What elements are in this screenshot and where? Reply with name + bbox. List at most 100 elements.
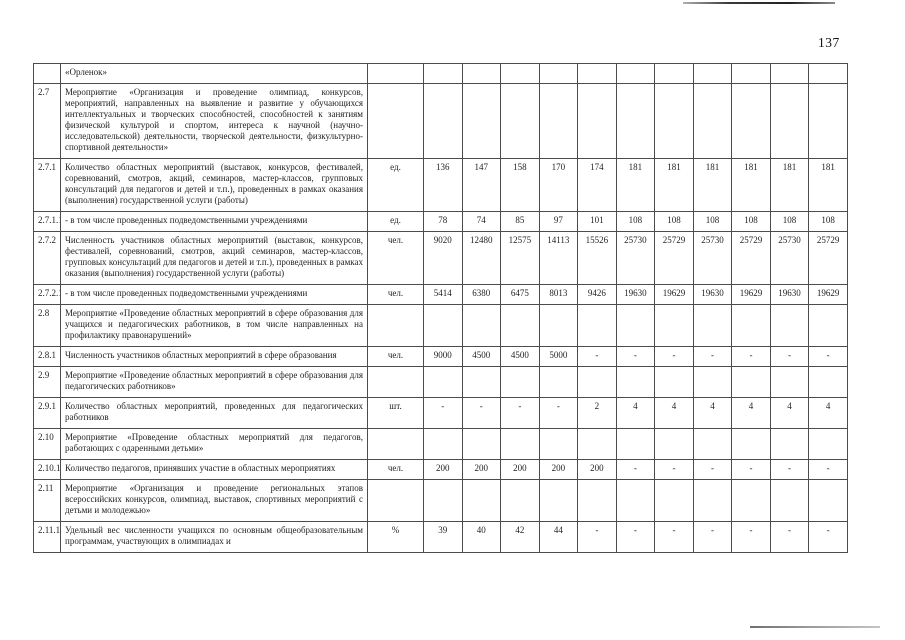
value-cell: 19630 (615, 284, 656, 305)
value-cell (423, 428, 463, 460)
value-cell (461, 83, 502, 159)
value-cell: - (615, 521, 656, 553)
value-cell (808, 479, 848, 522)
value-cell (577, 366, 617, 398)
table-row: «Орленок» (33, 63, 848, 84)
value-cell: - (692, 346, 733, 367)
value-cell: - (808, 459, 848, 480)
value-cell (615, 63, 656, 84)
description-cell: Мероприятие «Организация и проведение ре… (60, 479, 368, 522)
value-cell (461, 366, 502, 398)
table-row: 2.9 Мероприятие «Проведение областных мер… (33, 366, 848, 398)
row-number-cell: 2.7.2 (33, 231, 61, 285)
value-cell (461, 428, 502, 460)
value-cell (461, 304, 502, 347)
value-cell: - (769, 459, 810, 480)
value-cell: 15526 (577, 231, 617, 285)
row-number-cell: 2.9.1 (33, 397, 61, 429)
value-cell (731, 366, 771, 398)
value-cell: 181 (731, 158, 771, 212)
value-cell (500, 428, 540, 460)
value-cell (500, 479, 540, 522)
value-cell (423, 304, 463, 347)
value-cell (577, 304, 617, 347)
value-cell (808, 83, 848, 159)
value-cell (731, 304, 771, 347)
table-row: 2.7.1.1- в том числе проведенных подведо… (33, 211, 848, 232)
unit-cell: чел. (367, 459, 424, 480)
table-row: 2.8.1 Численность участников областных ме… (33, 346, 848, 367)
value-cell (538, 366, 579, 398)
value-cell: 6380 (461, 284, 502, 305)
description-cell: Мероприятие «Организация и проведение ол… (60, 83, 368, 159)
value-cell (692, 83, 733, 159)
row-number-cell: 2.7.1 (33, 158, 61, 212)
table-row: 2.9.1 Количество областных мероприятий, п… (33, 397, 848, 429)
value-cell (500, 366, 540, 398)
value-cell: 5414 (423, 284, 463, 305)
value-cell (654, 63, 694, 84)
page-number: 137 (818, 35, 840, 50)
value-cell (808, 428, 848, 460)
value-cell (769, 63, 810, 84)
value-cell: 25729 (808, 231, 848, 285)
value-cell (654, 479, 694, 522)
value-cell (461, 479, 502, 522)
value-cell: 108 (769, 211, 810, 232)
value-cell (500, 304, 540, 347)
description-cell: Мероприятие «Проведение областных меропр… (60, 366, 368, 398)
description-cell: Численность участников областных меропри… (60, 231, 368, 285)
value-cell: 147 (461, 158, 502, 212)
value-cell (731, 83, 771, 159)
value-cell: 136 (423, 158, 463, 212)
description-cell: Мероприятие «Проведение областных меропр… (60, 304, 368, 347)
value-cell: - (769, 521, 810, 553)
value-cell (769, 428, 810, 460)
value-cell: - (615, 346, 656, 367)
value-cell (615, 366, 656, 398)
value-cell: 200 (500, 459, 540, 480)
value-cell: - (615, 459, 656, 480)
value-cell: 108 (808, 211, 848, 232)
value-cell: 14113 (538, 231, 579, 285)
value-cell: 19630 (692, 284, 733, 305)
value-cell (654, 366, 694, 398)
value-cell: - (692, 459, 733, 480)
row-number-cell: 2.7.2.1 (33, 284, 61, 305)
value-cell: - (808, 521, 848, 553)
value-cell (692, 479, 733, 522)
value-cell: 6475 (500, 284, 540, 305)
value-cell (577, 83, 617, 159)
row-number-cell: 2.11.1 (33, 521, 61, 553)
value-cell (615, 428, 656, 460)
value-cell: - (731, 521, 771, 553)
value-cell: - (577, 521, 617, 553)
description-cell: «Орленок» (60, 63, 368, 84)
value-cell: 181 (615, 158, 656, 212)
value-cell: 19629 (808, 284, 848, 305)
table-row: 2.7.2.1- в том числе проведенных подведо… (33, 284, 848, 305)
value-cell (538, 428, 579, 460)
row-number-cell: 2.11 (33, 479, 61, 522)
value-cell (500, 63, 540, 84)
value-cell (615, 479, 656, 522)
value-cell: 101 (577, 211, 617, 232)
value-cell: 19630 (769, 284, 810, 305)
value-cell: - (654, 521, 694, 553)
row-number-cell: 2.9 (33, 366, 61, 398)
description-cell: Количество областных мероприятий, провед… (60, 397, 368, 429)
value-cell: 4 (654, 397, 694, 429)
value-cell: 170 (538, 158, 579, 212)
value-cell: 5000 (538, 346, 579, 367)
value-cell (577, 428, 617, 460)
value-cell: 200 (423, 459, 463, 480)
row-number-cell: 2.8.1 (33, 346, 61, 367)
value-cell: 4 (808, 397, 848, 429)
value-cell: 25729 (654, 231, 694, 285)
value-cell (654, 304, 694, 347)
value-cell: 85 (500, 211, 540, 232)
table-row: 2.8 Мероприятие «Проведение областных мер… (33, 304, 848, 347)
value-cell: 12480 (461, 231, 502, 285)
description-cell: - в том числе проведенных подведомственн… (60, 284, 368, 305)
